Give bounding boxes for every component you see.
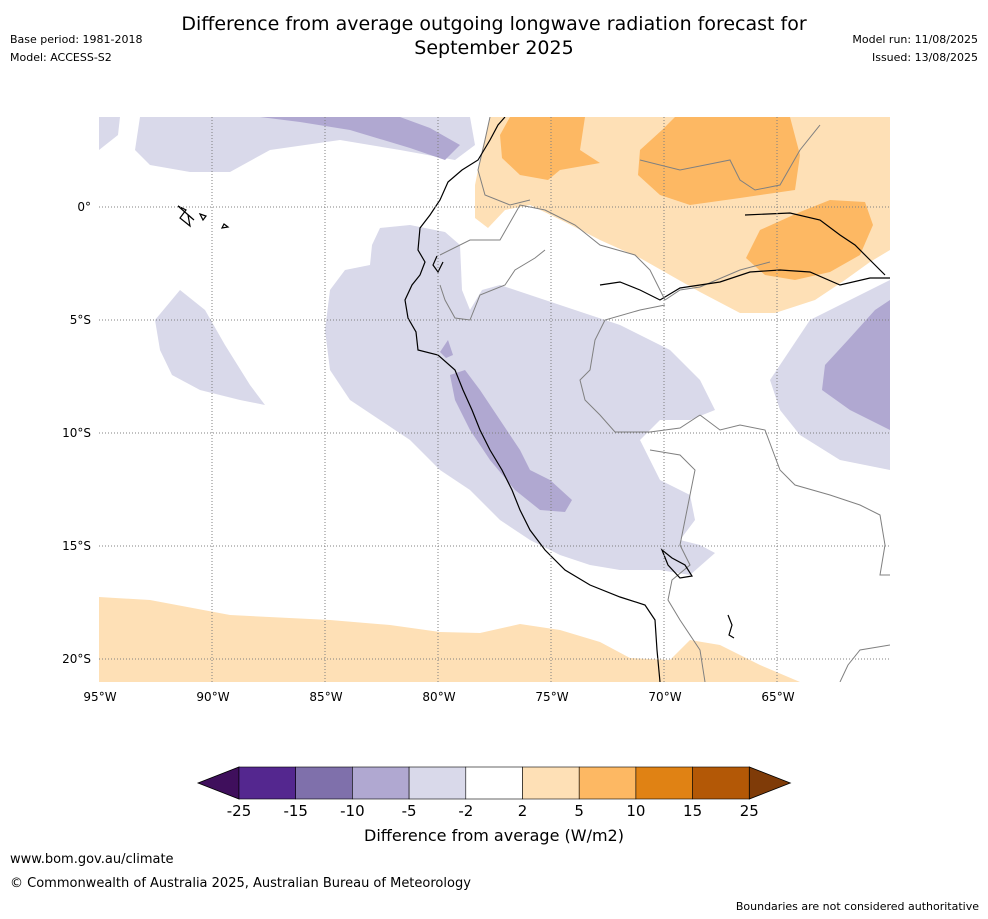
disclaimer-text: Boundaries are not considered authoritat… <box>735 900 979 913</box>
title-line-1: Difference from average outgoing longwav… <box>181 13 807 35</box>
anomaly-galapagos-purple <box>155 290 265 405</box>
colorbar-swatch <box>352 766 410 800</box>
coastline-lake-titicaca <box>660 548 693 579</box>
colorbar-tick-label: -2 <box>458 802 473 820</box>
boundary-peru-brazil <box>579 304 701 433</box>
colorbar-extend-low <box>196 766 240 800</box>
map: 0° 5°S 10°S 15°S 20°S 95°W 90°W 85°W 80°… <box>62 117 890 704</box>
country-boundaries <box>439 117 890 682</box>
anomaly-coast-purple-dark <box>450 370 572 512</box>
map-title: Difference from average outgoing longwav… <box>0 12 988 60</box>
lat-label-20s: 20°S <box>62 652 91 666</box>
lon-label-70w: 70°W <box>648 690 681 704</box>
colorbar-tick-label: -25 <box>227 802 252 820</box>
anomaly-east-orange <box>746 200 873 280</box>
boundary-peru-bolivia <box>649 449 706 682</box>
coastline-river-north <box>744 212 886 276</box>
coastline-gulf <box>432 255 444 274</box>
anomaly-north-purple-dark <box>260 117 460 160</box>
anomaly-amazon-orange <box>638 117 800 205</box>
colorbar-swatch <box>635 766 693 800</box>
lon-label-95w: 95°W <box>83 690 116 704</box>
colorbar: -25 -15 -10 -5 -2 2 5 10 15 25 <box>196 766 792 820</box>
lon-label-85w: 85°W <box>309 690 342 704</box>
boundary-colombia-venezuela <box>477 117 531 206</box>
anomaly-fields <box>99 117 890 682</box>
colorbar-swatch <box>522 766 580 800</box>
model-run: Model run: 11/08/2025 <box>852 33 978 46</box>
lat-tick-labels: 0° 5°S 10°S 15°S 20°S <box>62 200 91 666</box>
colorbar-units-label: Difference from average (W/m2) <box>364 826 624 845</box>
colorbar-swatch <box>692 766 750 800</box>
colorbar-tick-label: 5 <box>574 802 584 820</box>
colorbar-tick-label: -15 <box>283 802 308 820</box>
anomaly-peru-purple <box>325 225 715 575</box>
colorbar-tick-label: 25 <box>740 802 759 820</box>
model-name: Model: ACCESS-S2 <box>10 51 112 64</box>
lon-label-80w: 80°W <box>422 690 455 704</box>
colorbar-tick-labels: -25 -15 -10 -5 -2 2 5 10 15 25 <box>227 802 759 820</box>
boundary-venezuela-brazil <box>664 261 771 301</box>
graticule <box>99 117 890 682</box>
copyright-text: © Commonwealth of Australia 2025, Austra… <box>10 876 471 891</box>
colorbar-extend-high <box>748 766 792 800</box>
lat-label-10s: 10°S <box>62 426 91 440</box>
boundary-ecuador-peru <box>439 249 546 321</box>
anomaly-nw-purple <box>99 117 120 150</box>
title-line-2: September 2025 <box>414 37 574 59</box>
lat-label-0: 0° <box>77 200 91 214</box>
anomaly-east-purple-dark <box>822 300 890 430</box>
boundary-bolivia-south <box>839 644 890 682</box>
bom-url[interactable]: www.bom.gov.au/climate <box>10 852 174 867</box>
colorbar-tick-label: -10 <box>340 802 365 820</box>
lon-label-75w: 75°W <box>535 690 568 704</box>
base-period: Base period: 1981-2018 <box>10 33 143 46</box>
colorbar-swatch <box>578 766 637 800</box>
lat-label-5s: 5°S <box>70 313 91 327</box>
colorbar-tick-label: -5 <box>402 802 417 820</box>
issued-date: Issued: 13/08/2025 <box>871 51 978 64</box>
meta-left: Base period: 1981-2018 Model: ACCESS-S2 <box>10 31 142 67</box>
coastline-lake-poopo <box>727 614 735 639</box>
lon-label-90w: 90°W <box>196 690 229 704</box>
colorbar-tick-label: 15 <box>683 802 702 820</box>
anomaly-coast-spot <box>440 340 453 358</box>
lat-label-15s: 15°S <box>62 539 91 553</box>
colorbar-swatch <box>295 766 353 800</box>
lon-label-65w: 65°W <box>761 690 794 704</box>
colorbar-swatch <box>238 766 297 800</box>
boundary-colombia-ecuador <box>439 204 666 301</box>
colorbar-swatch <box>408 766 467 800</box>
boundary-bolivia-brazil <box>699 414 890 576</box>
colorbar-swatch <box>465 766 523 800</box>
anomaly-north-orange <box>500 117 600 180</box>
lon-tick-labels: 95°W 90°W 85°W 80°W 75°W 70°W 65°W <box>83 690 794 704</box>
colorbar-tick-label: 2 <box>518 802 528 820</box>
coastline-amazon-river <box>599 269 890 301</box>
boundary-guiana <box>639 124 821 191</box>
anomaly-south-orange <box>99 597 800 682</box>
colorbar-tick-label: 10 <box>626 802 645 820</box>
meta-right: Model run: 11/08/2025 Issued: 13/08/2025 <box>852 31 978 67</box>
colorbar-swatches <box>196 766 792 800</box>
coastline-galapagos <box>177 205 230 229</box>
